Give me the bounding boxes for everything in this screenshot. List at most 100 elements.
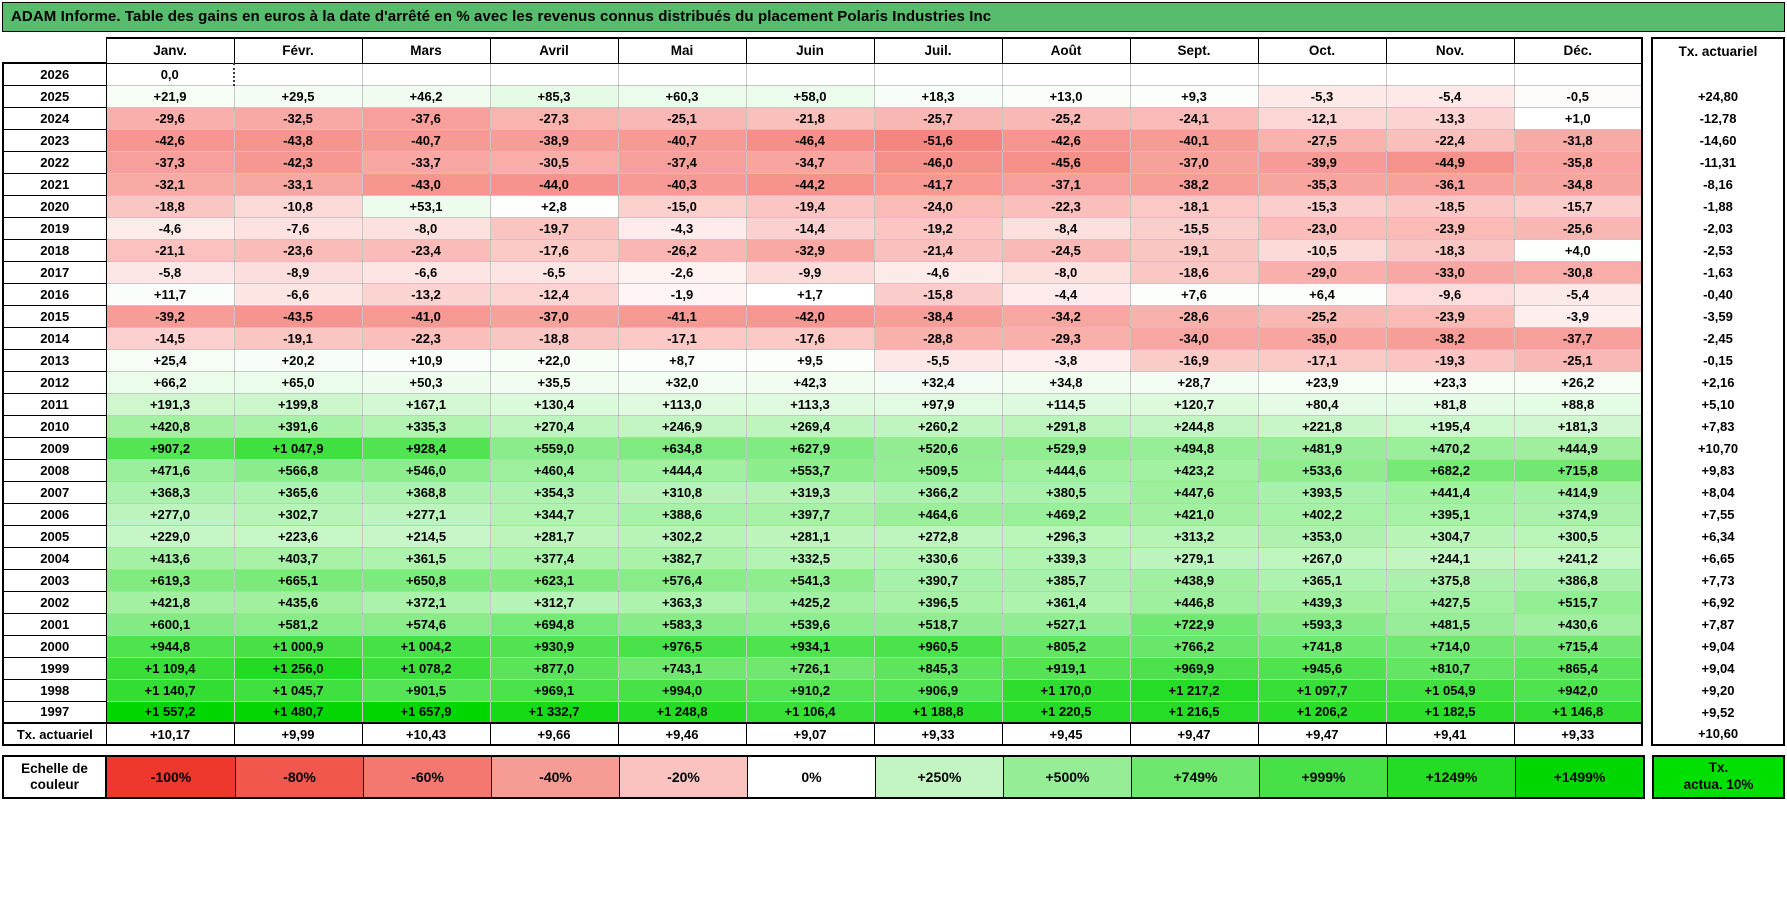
tx-cell-2010[interactable]: +7,83 bbox=[1652, 415, 1784, 437]
gain-cell-2004-juin[interactable]: +332,5 bbox=[745, 546, 875, 570]
year-label-2014[interactable]: 2014 bbox=[2, 326, 107, 350]
gain-cell-2026-mars[interactable] bbox=[361, 62, 491, 86]
year-label-2025[interactable]: 2025 bbox=[2, 84, 107, 108]
gain-cell-2007-avril[interactable]: +354,3 bbox=[489, 480, 619, 504]
gain-cell-2012-mai[interactable]: +32,0 bbox=[617, 370, 747, 394]
gain-cell-2017-aout[interactable]: -8,0 bbox=[1001, 260, 1131, 284]
legend-cell-6[interactable]: +250% bbox=[875, 757, 1003, 797]
gain-cell-2024-fevr[interactable]: -32,5 bbox=[233, 106, 363, 130]
gain-cell-2021-mai[interactable]: -40,3 bbox=[617, 172, 747, 196]
gain-cell-2022-oct[interactable]: -39,9 bbox=[1257, 150, 1387, 174]
tx-cell-2004[interactable]: +6,65 bbox=[1652, 547, 1784, 569]
gain-cell-2002-mars[interactable]: +372,1 bbox=[361, 590, 491, 614]
tx-cell-1998[interactable]: +9,20 bbox=[1652, 679, 1784, 701]
gain-cell-2007-dec[interactable]: +414,9 bbox=[1513, 480, 1643, 504]
year-label-2023[interactable]: 2023 bbox=[2, 128, 107, 152]
gain-cell-2016-sept[interactable]: +7,6 bbox=[1129, 282, 1259, 306]
gain-cell-2005-avril[interactable]: +281,7 bbox=[489, 524, 619, 548]
gain-cell-2015-janv[interactable]: -39,2 bbox=[105, 304, 235, 328]
gain-cell-1997-janv[interactable]: +1 557,2 bbox=[105, 700, 235, 724]
gain-cell-2015-aout[interactable]: -34,2 bbox=[1001, 304, 1131, 328]
gain-cell-2023-nov[interactable]: -22,4 bbox=[1385, 128, 1515, 152]
gain-cell-2009-janv[interactable]: +907,2 bbox=[105, 436, 235, 460]
gain-cell-2014-dec[interactable]: -37,7 bbox=[1513, 326, 1643, 350]
gain-cell-2013-juil[interactable]: -5,5 bbox=[873, 348, 1003, 372]
gain-cell-2018-fevr[interactable]: -23,6 bbox=[233, 238, 363, 262]
gain-cell-2009-sept[interactable]: +494,8 bbox=[1129, 436, 1259, 460]
gain-cell-2002-mai[interactable]: +363,3 bbox=[617, 590, 747, 614]
gain-cell-2005-dec[interactable]: +300,5 bbox=[1513, 524, 1643, 548]
gain-cell-2008-mars[interactable]: +546,0 bbox=[361, 458, 491, 482]
month-header-dec[interactable]: Déc. bbox=[1513, 37, 1643, 64]
gain-cell-2007-nov[interactable]: +441,4 bbox=[1385, 480, 1515, 504]
year-label-2019[interactable]: 2019 bbox=[2, 216, 107, 240]
legend-cell-4[interactable]: -20% bbox=[619, 757, 747, 797]
gain-cell-1997-avril[interactable]: +1 332,7 bbox=[489, 700, 619, 724]
tx-cell-2024[interactable]: -12,78 bbox=[1652, 107, 1784, 129]
tx-cell-2016[interactable]: -0,40 bbox=[1652, 283, 1784, 305]
gain-cell-2013-nov[interactable]: -19,3 bbox=[1385, 348, 1515, 372]
gain-cell-2009-mai[interactable]: +634,8 bbox=[617, 436, 747, 460]
tx-cell-2009[interactable]: +10,70 bbox=[1652, 437, 1784, 459]
gain-cell-1997-mai[interactable]: +1 248,8 bbox=[617, 700, 747, 724]
gain-cell-2015-avril[interactable]: -37,0 bbox=[489, 304, 619, 328]
gain-cell-2019-nov[interactable]: -23,9 bbox=[1385, 216, 1515, 240]
gain-cell-2014-aout[interactable]: -29,3 bbox=[1001, 326, 1131, 350]
gain-cell-2004-oct[interactable]: +267,0 bbox=[1257, 546, 1387, 570]
month-header-oct[interactable]: Oct. bbox=[1257, 37, 1387, 64]
gain-cell-2012-sept[interactable]: +28,7 bbox=[1129, 370, 1259, 394]
gain-cell-2012-nov[interactable]: +23,3 bbox=[1385, 370, 1515, 394]
gain-cell-2020-avril[interactable]: +2,8 bbox=[489, 194, 619, 218]
gain-cell-2009-juin[interactable]: +627,9 bbox=[745, 436, 875, 460]
gain-cell-1999-juin[interactable]: +726,1 bbox=[745, 656, 875, 680]
gain-cell-2006-juin[interactable]: +397,7 bbox=[745, 502, 875, 526]
gain-cell-2003-juin[interactable]: +541,3 bbox=[745, 568, 875, 592]
gain-cell-2019-mars[interactable]: -8,0 bbox=[361, 216, 491, 240]
tx-cell-2013[interactable]: -0,15 bbox=[1652, 349, 1784, 371]
gain-cell-2000-nov[interactable]: +714,0 bbox=[1385, 634, 1515, 658]
gain-cell-2000-sept[interactable]: +766,2 bbox=[1129, 634, 1259, 658]
gain-cell-2018-aout[interactable]: -24,5 bbox=[1001, 238, 1131, 262]
gain-cell-2010-oct[interactable]: +221,8 bbox=[1257, 414, 1387, 438]
tx-cell-2015[interactable]: -3,59 bbox=[1652, 305, 1784, 327]
gain-cell-2014-mai[interactable]: -17,1 bbox=[617, 326, 747, 350]
gain-cell-2022-aout[interactable]: -45,6 bbox=[1001, 150, 1131, 174]
gain-cell-2008-juil[interactable]: +509,5 bbox=[873, 458, 1003, 482]
gain-cell-1999-aout[interactable]: +919,1 bbox=[1001, 656, 1131, 680]
tx-cell-2002[interactable]: +6,92 bbox=[1652, 591, 1784, 613]
tx-cell-2025[interactable]: +24,80 bbox=[1652, 85, 1784, 107]
gain-cell-2000-fevr[interactable]: +1 000,9 bbox=[233, 634, 363, 658]
gain-cell-2004-dec[interactable]: +241,2 bbox=[1513, 546, 1643, 570]
gain-cell-2025-sept[interactable]: +9,3 bbox=[1129, 84, 1259, 108]
gain-cell-2015-dec[interactable]: -3,9 bbox=[1513, 304, 1643, 328]
gain-cell-2003-oct[interactable]: +365,1 bbox=[1257, 568, 1387, 592]
year-label-2006[interactable]: 2006 bbox=[2, 502, 107, 526]
tx-cell-2023[interactable]: -14,60 bbox=[1652, 129, 1784, 151]
gain-cell-2021-fevr[interactable]: -33,1 bbox=[233, 172, 363, 196]
gain-cell-2025-fevr[interactable]: +29,5 bbox=[233, 84, 363, 108]
gain-cell-2018-mars[interactable]: -23,4 bbox=[361, 238, 491, 262]
gain-cell-2003-aout[interactable]: +385,7 bbox=[1001, 568, 1131, 592]
gain-cell-2010-juil[interactable]: +260,2 bbox=[873, 414, 1003, 438]
gain-cell-2000-aout[interactable]: +805,2 bbox=[1001, 634, 1131, 658]
gain-cell-2014-avril[interactable]: -18,8 bbox=[489, 326, 619, 350]
gain-cell-2010-janv[interactable]: +420,8 bbox=[105, 414, 235, 438]
gain-cell-2003-dec[interactable]: +386,8 bbox=[1513, 568, 1643, 592]
gain-cell-2024-avril[interactable]: -27,3 bbox=[489, 106, 619, 130]
gain-cell-2002-oct[interactable]: +439,3 bbox=[1257, 590, 1387, 614]
gain-cell-2025-oct[interactable]: -5,3 bbox=[1257, 84, 1387, 108]
gain-cell-2003-nov[interactable]: +375,8 bbox=[1385, 568, 1515, 592]
gain-cell-2001-avril[interactable]: +694,8 bbox=[489, 612, 619, 636]
gain-cell-2004-juil[interactable]: +330,6 bbox=[873, 546, 1003, 570]
gain-cell-1997-fevr[interactable]: +1 480,7 bbox=[233, 700, 363, 724]
month-header-juin[interactable]: Juin bbox=[745, 37, 875, 64]
gain-cell-2013-aout[interactable]: -3,8 bbox=[1001, 348, 1131, 372]
gain-cell-2002-sept[interactable]: +446,8 bbox=[1129, 590, 1259, 614]
tx-cell-2003[interactable]: +7,73 bbox=[1652, 569, 1784, 591]
gain-cell-2012-oct[interactable]: +23,9 bbox=[1257, 370, 1387, 394]
gain-cell-2000-oct[interactable]: +741,8 bbox=[1257, 634, 1387, 658]
gain-cell-2013-mars[interactable]: +10,9 bbox=[361, 348, 491, 372]
gain-cell-2005-nov[interactable]: +304,7 bbox=[1385, 524, 1515, 548]
column-tx-cell-avril[interactable]: +9,66 bbox=[489, 722, 619, 746]
gain-cell-2014-fevr[interactable]: -19,1 bbox=[233, 326, 363, 350]
